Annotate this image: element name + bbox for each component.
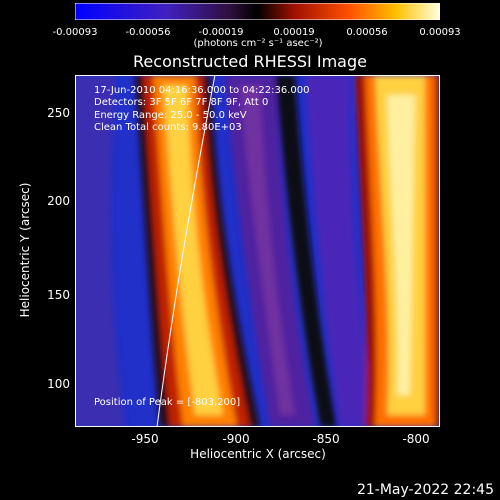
- annotation-peak: Position of Peak = [-803,200]: [94, 397, 241, 408]
- annotation-detectors: Detectors: 3F 5F 6F 7F 8F 9F, Att 0: [94, 97, 269, 108]
- y-tick-label: 100: [47, 377, 70, 391]
- colorbar-tick: -0.00093: [52, 27, 98, 38]
- timestamp: 21-May-2022 22:45: [356, 482, 494, 498]
- page-title: Reconstructed RHESSI Image: [133, 52, 367, 71]
- annotation-counts: Clean Total counts: 9.80E+03: [94, 122, 242, 133]
- colorbar: [75, 3, 440, 20]
- x-axis-label: Heliocentric X (arcsec): [190, 447, 326, 461]
- x-tick-label: -900: [222, 432, 250, 446]
- colorbar-tick: 0.00019: [273, 27, 315, 38]
- annotation-time: 17-Jun-2010 04:16:36.000 to 04:22:36.000: [94, 85, 310, 96]
- x-tick-label: -800: [402, 432, 430, 446]
- colorbar-tick: -0.00019: [198, 27, 244, 38]
- rhessi-image: [75, 75, 440, 427]
- colorbar-tick: -0.00056: [125, 27, 171, 38]
- x-tick-label: -850: [312, 432, 340, 446]
- y-tick-label: 250: [47, 106, 70, 120]
- y-tick-label: 200: [47, 194, 70, 208]
- colorbar-unit: (photons cm⁻² s⁻¹ asec⁻²): [193, 38, 323, 49]
- colorbar-tick: 0.00056: [346, 27, 388, 38]
- x-tick-label: -950: [131, 432, 159, 446]
- annotation-energy: Energy Range: 25.0 - 50.0 keV: [94, 110, 247, 121]
- y-axis-label: Heliocentric Y (arcsec): [18, 182, 32, 318]
- colorbar-tick: 0.00093: [419, 27, 461, 38]
- y-tick-label: 150: [47, 288, 70, 302]
